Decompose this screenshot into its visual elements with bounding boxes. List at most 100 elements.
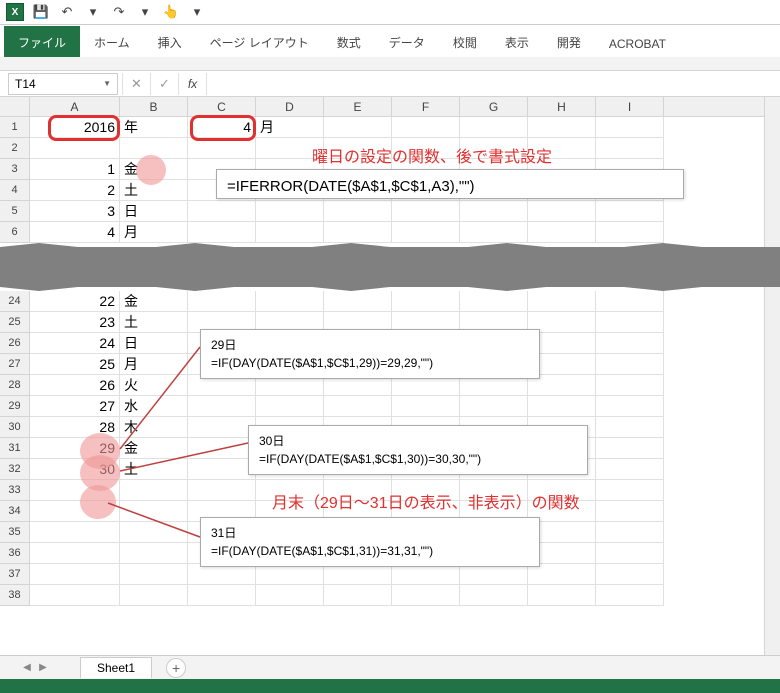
- tab-view[interactable]: 表示: [491, 26, 543, 57]
- enter-icon[interactable]: ✓: [150, 73, 178, 95]
- dropdown-icon[interactable]: ▾: [84, 3, 102, 21]
- cell[interactable]: 23: [30, 312, 120, 333]
- cell[interactable]: 2: [30, 180, 120, 201]
- tab-home[interactable]: ホーム: [80, 26, 144, 57]
- cell[interactable]: [256, 138, 324, 159]
- cell[interactable]: 28: [30, 417, 120, 438]
- cell[interactable]: [596, 585, 664, 606]
- cell[interactable]: [120, 138, 188, 159]
- cell[interactable]: [392, 396, 460, 417]
- row-header[interactable]: 4: [0, 180, 30, 201]
- row-header[interactable]: 29: [0, 396, 30, 417]
- cell[interactable]: 26: [30, 375, 120, 396]
- row-header[interactable]: 32: [0, 459, 30, 480]
- cell[interactable]: [30, 522, 120, 543]
- cell[interactable]: [392, 564, 460, 585]
- cell[interactable]: [392, 585, 460, 606]
- cell[interactable]: [460, 585, 528, 606]
- cell[interactable]: [460, 291, 528, 312]
- cell[interactable]: [30, 480, 120, 501]
- vertical-scrollbar[interactable]: [764, 97, 780, 655]
- cell[interactable]: [324, 222, 392, 243]
- redo-icon[interactable]: ↷: [110, 3, 128, 21]
- cell[interactable]: 2016: [30, 117, 120, 138]
- cell[interactable]: [324, 201, 392, 222]
- cell[interactable]: [596, 117, 664, 138]
- row-header[interactable]: 3: [0, 159, 30, 180]
- cell[interactable]: 4: [188, 117, 256, 138]
- row-header[interactable]: 28: [0, 375, 30, 396]
- name-box-arrow-icon[interactable]: ▼: [103, 79, 111, 88]
- cell[interactable]: [188, 564, 256, 585]
- cell[interactable]: 金: [120, 291, 188, 312]
- cell[interactable]: [120, 585, 188, 606]
- cell[interactable]: [30, 585, 120, 606]
- cell[interactable]: [30, 501, 120, 522]
- cell[interactable]: [256, 396, 324, 417]
- cell[interactable]: [460, 480, 528, 501]
- col-header-H[interactable]: H: [528, 97, 596, 116]
- col-header-I[interactable]: I: [596, 97, 664, 116]
- touch-icon[interactable]: 👆: [162, 3, 180, 21]
- row-header[interactable]: 2: [0, 138, 30, 159]
- col-header-C[interactable]: C: [188, 97, 256, 116]
- col-header-A[interactable]: A: [30, 97, 120, 116]
- cell[interactable]: [256, 564, 324, 585]
- cell[interactable]: [324, 564, 392, 585]
- cell[interactable]: [188, 417, 256, 438]
- row-header[interactable]: 33: [0, 480, 30, 501]
- cell[interactable]: [460, 396, 528, 417]
- cell[interactable]: [596, 564, 664, 585]
- row-header[interactable]: 38: [0, 585, 30, 606]
- cell[interactable]: 金: [120, 159, 188, 180]
- cell[interactable]: [188, 438, 256, 459]
- cell[interactable]: [528, 480, 596, 501]
- col-header-D[interactable]: D: [256, 97, 324, 116]
- cell[interactable]: [392, 291, 460, 312]
- cell[interactable]: [392, 222, 460, 243]
- cell[interactable]: [528, 585, 596, 606]
- add-sheet-button[interactable]: +: [166, 658, 186, 678]
- cell[interactable]: [596, 501, 664, 522]
- cell[interactable]: [324, 480, 392, 501]
- cell[interactable]: 土: [120, 312, 188, 333]
- cell[interactable]: [596, 396, 664, 417]
- cell[interactable]: [188, 291, 256, 312]
- row-header[interactable]: 36: [0, 543, 30, 564]
- cell[interactable]: [596, 522, 664, 543]
- cell[interactable]: [596, 138, 664, 159]
- cell[interactable]: [596, 543, 664, 564]
- undo-icon[interactable]: ↶: [58, 3, 76, 21]
- cell[interactable]: [324, 585, 392, 606]
- cell[interactable]: [528, 396, 596, 417]
- cell[interactable]: 金: [120, 438, 188, 459]
- cell[interactable]: 日: [120, 201, 188, 222]
- cell[interactable]: [120, 480, 188, 501]
- cell[interactable]: 30: [30, 459, 120, 480]
- cell[interactable]: [596, 222, 664, 243]
- cell[interactable]: [596, 438, 664, 459]
- cell[interactable]: [596, 333, 664, 354]
- cell[interactable]: [256, 291, 324, 312]
- cell[interactable]: 月: [120, 354, 188, 375]
- sheet-nav-next-icon[interactable]: ▶: [36, 662, 50, 673]
- name-box[interactable]: T14 ▼: [8, 73, 118, 95]
- formula-input[interactable]: [206, 73, 780, 95]
- row-header[interactable]: 24: [0, 291, 30, 312]
- row-header[interactable]: 37: [0, 564, 30, 585]
- col-header-F[interactable]: F: [392, 97, 460, 116]
- cell[interactable]: [188, 138, 256, 159]
- cell[interactable]: [30, 564, 120, 585]
- row-header[interactable]: 1: [0, 117, 30, 138]
- cell[interactable]: [120, 501, 188, 522]
- cell[interactable]: [324, 291, 392, 312]
- fx-icon[interactable]: fx: [178, 73, 206, 95]
- cell[interactable]: [188, 396, 256, 417]
- tab-insert[interactable]: 挿入: [144, 26, 196, 57]
- cell[interactable]: [30, 138, 120, 159]
- row-header[interactable]: 6: [0, 222, 30, 243]
- tab-data[interactable]: データ: [375, 26, 439, 57]
- tab-pagelayout[interactable]: ページ レイアウト: [196, 26, 323, 57]
- cell[interactable]: [596, 417, 664, 438]
- cell[interactable]: [596, 375, 664, 396]
